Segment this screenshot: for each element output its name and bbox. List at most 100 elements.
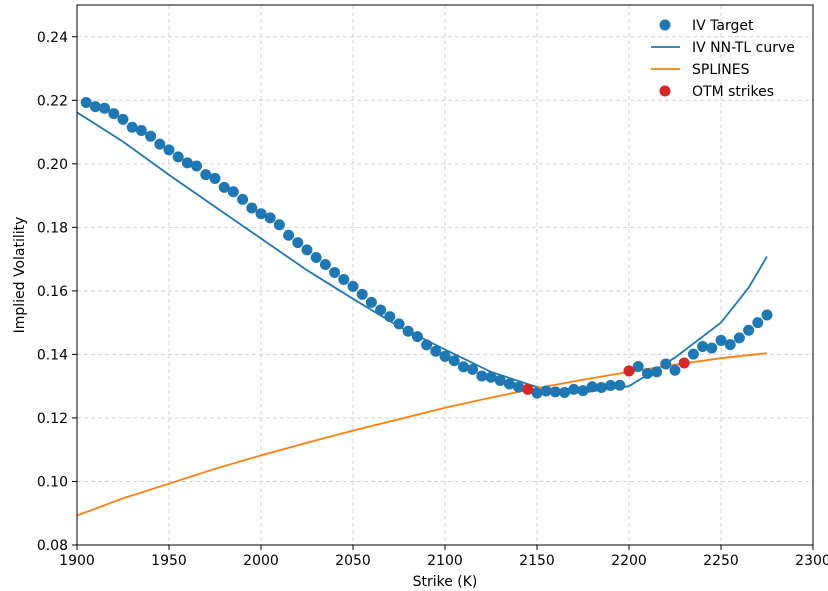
data-point-iv-target [651, 366, 663, 378]
data-point-iv-target [697, 340, 709, 352]
axis-ticks: 1900 1950 2000 2050 2100 2150 2200 2250 2300 0.08… [37, 30, 828, 569]
legend-label-otm-strikes: OTM strikes [692, 84, 774, 100]
data-point-iv-target [715, 334, 727, 346]
data-point-otm-strikes [522, 383, 534, 395]
data-point-iv-target [614, 379, 626, 391]
data-point-iv-target [384, 311, 396, 323]
legend-label-iv-nn-tl-curve: IV NN-TL curve [692, 40, 795, 56]
data-point-iv-target [301, 244, 313, 256]
data-point-iv-target [393, 318, 405, 330]
data-point-iv-target [494, 374, 506, 386]
data-point-iv-target [448, 355, 460, 367]
data-point-iv-target [421, 339, 433, 351]
data-point-iv-target [135, 124, 147, 136]
y-tick-label: 0.16 [37, 284, 68, 300]
data-point-iv-target [687, 348, 699, 360]
data-point-iv-target [283, 229, 295, 241]
x-tick-label: 2000 [243, 553, 279, 569]
x-tick-label: 1900 [59, 553, 95, 569]
data-point-iv-target [761, 309, 773, 321]
data-point-iv-target [724, 339, 736, 351]
data-point-iv-target [356, 288, 368, 300]
y-tick-label: 0.24 [37, 30, 68, 46]
y-tick-label: 0.10 [37, 474, 68, 490]
x-tick-label: 1950 [151, 553, 187, 569]
data-point-iv-target [531, 387, 543, 399]
data-point-iv-target [632, 360, 644, 372]
series-line-splines [76, 352, 768, 517]
y-tick-label: 0.14 [37, 347, 68, 363]
y-tick-label: 0.08 [37, 538, 68, 554]
x-tick-label: 2300 [795, 553, 828, 569]
y-axis-label: Implied Volatility [12, 217, 28, 334]
data-point-iv-target [292, 237, 304, 249]
data-point-iv-target [641, 367, 653, 379]
data-point-iv-target [467, 363, 479, 375]
data-point-iv-target [117, 113, 129, 125]
data-point-iv-target [89, 101, 101, 113]
data-point-iv-target [126, 121, 138, 133]
data-point-iv-target [163, 144, 175, 156]
data-point-iv-target [513, 381, 525, 393]
data-point-iv-target [365, 296, 377, 308]
data-point-otm-strikes [678, 357, 690, 369]
data-point-iv-target [172, 151, 184, 163]
data-point-iv-target [549, 386, 561, 398]
data-point-iv-target [255, 208, 267, 220]
data-point-iv-target [218, 181, 230, 193]
data-point-iv-target [586, 381, 598, 393]
data-point-iv-target [733, 332, 745, 344]
data-point-iv-target [568, 383, 580, 395]
data-point-iv-target [706, 342, 718, 354]
grid-lines [76, 5, 814, 546]
data-point-iv-target [273, 219, 285, 231]
data-point-iv-target [227, 186, 239, 198]
data-point-iv-target [246, 202, 258, 214]
x-tick-label: 2150 [519, 553, 555, 569]
x-tick-label: 2250 [703, 553, 739, 569]
data-point-iv-target [743, 324, 755, 336]
data-point-iv-target [145, 130, 157, 142]
y-tick-label: 0.12 [37, 411, 68, 427]
data-point-iv-target [411, 331, 423, 343]
data-point-iv-target [99, 102, 111, 114]
data-point-iv-target [660, 358, 672, 370]
series-layer [76, 97, 773, 517]
data-point-iv-target [338, 273, 350, 285]
data-point-iv-target [108, 108, 120, 120]
data-point-iv-target [80, 97, 92, 109]
data-point-iv-target [347, 280, 359, 292]
data-point-iv-target [191, 160, 203, 172]
data-point-iv-target [476, 370, 488, 382]
x-tick-label: 2200 [611, 553, 647, 569]
legend: IV Target IV NN-TL curve SPLINES OTM strike… [651, 18, 795, 100]
data-point-iv-target [485, 371, 497, 383]
data-point-iv-target [595, 381, 607, 393]
x-tick-label: 2050 [335, 553, 371, 569]
data-point-iv-target [559, 387, 571, 399]
y-tick-label: 0.18 [37, 220, 68, 236]
data-point-iv-target [605, 380, 617, 392]
data-point-iv-target [577, 385, 589, 397]
data-point-iv-target [752, 317, 764, 329]
data-point-iv-target [669, 364, 681, 376]
legend-label-splines: SPLINES [692, 62, 750, 78]
data-point-otm-strikes [623, 365, 635, 377]
series-line-iv-nn-tl-curve [76, 111, 768, 394]
data-point-iv-target [209, 172, 221, 184]
y-tick-label: 0.22 [37, 93, 68, 109]
data-point-iv-target [457, 361, 469, 373]
data-point-iv-target [329, 266, 341, 278]
data-point-iv-target [181, 157, 193, 169]
legend-swatch-otm-strikes [659, 85, 671, 97]
legend-label-iv-target: IV Target [692, 18, 754, 34]
data-point-iv-target [375, 304, 387, 316]
y-tick-label: 0.20 [37, 157, 68, 173]
data-point-iv-target [439, 350, 451, 362]
data-point-iv-target [154, 138, 166, 150]
data-point-iv-target [430, 345, 442, 357]
data-point-iv-target [540, 385, 552, 397]
x-tick-label: 2100 [427, 553, 463, 569]
